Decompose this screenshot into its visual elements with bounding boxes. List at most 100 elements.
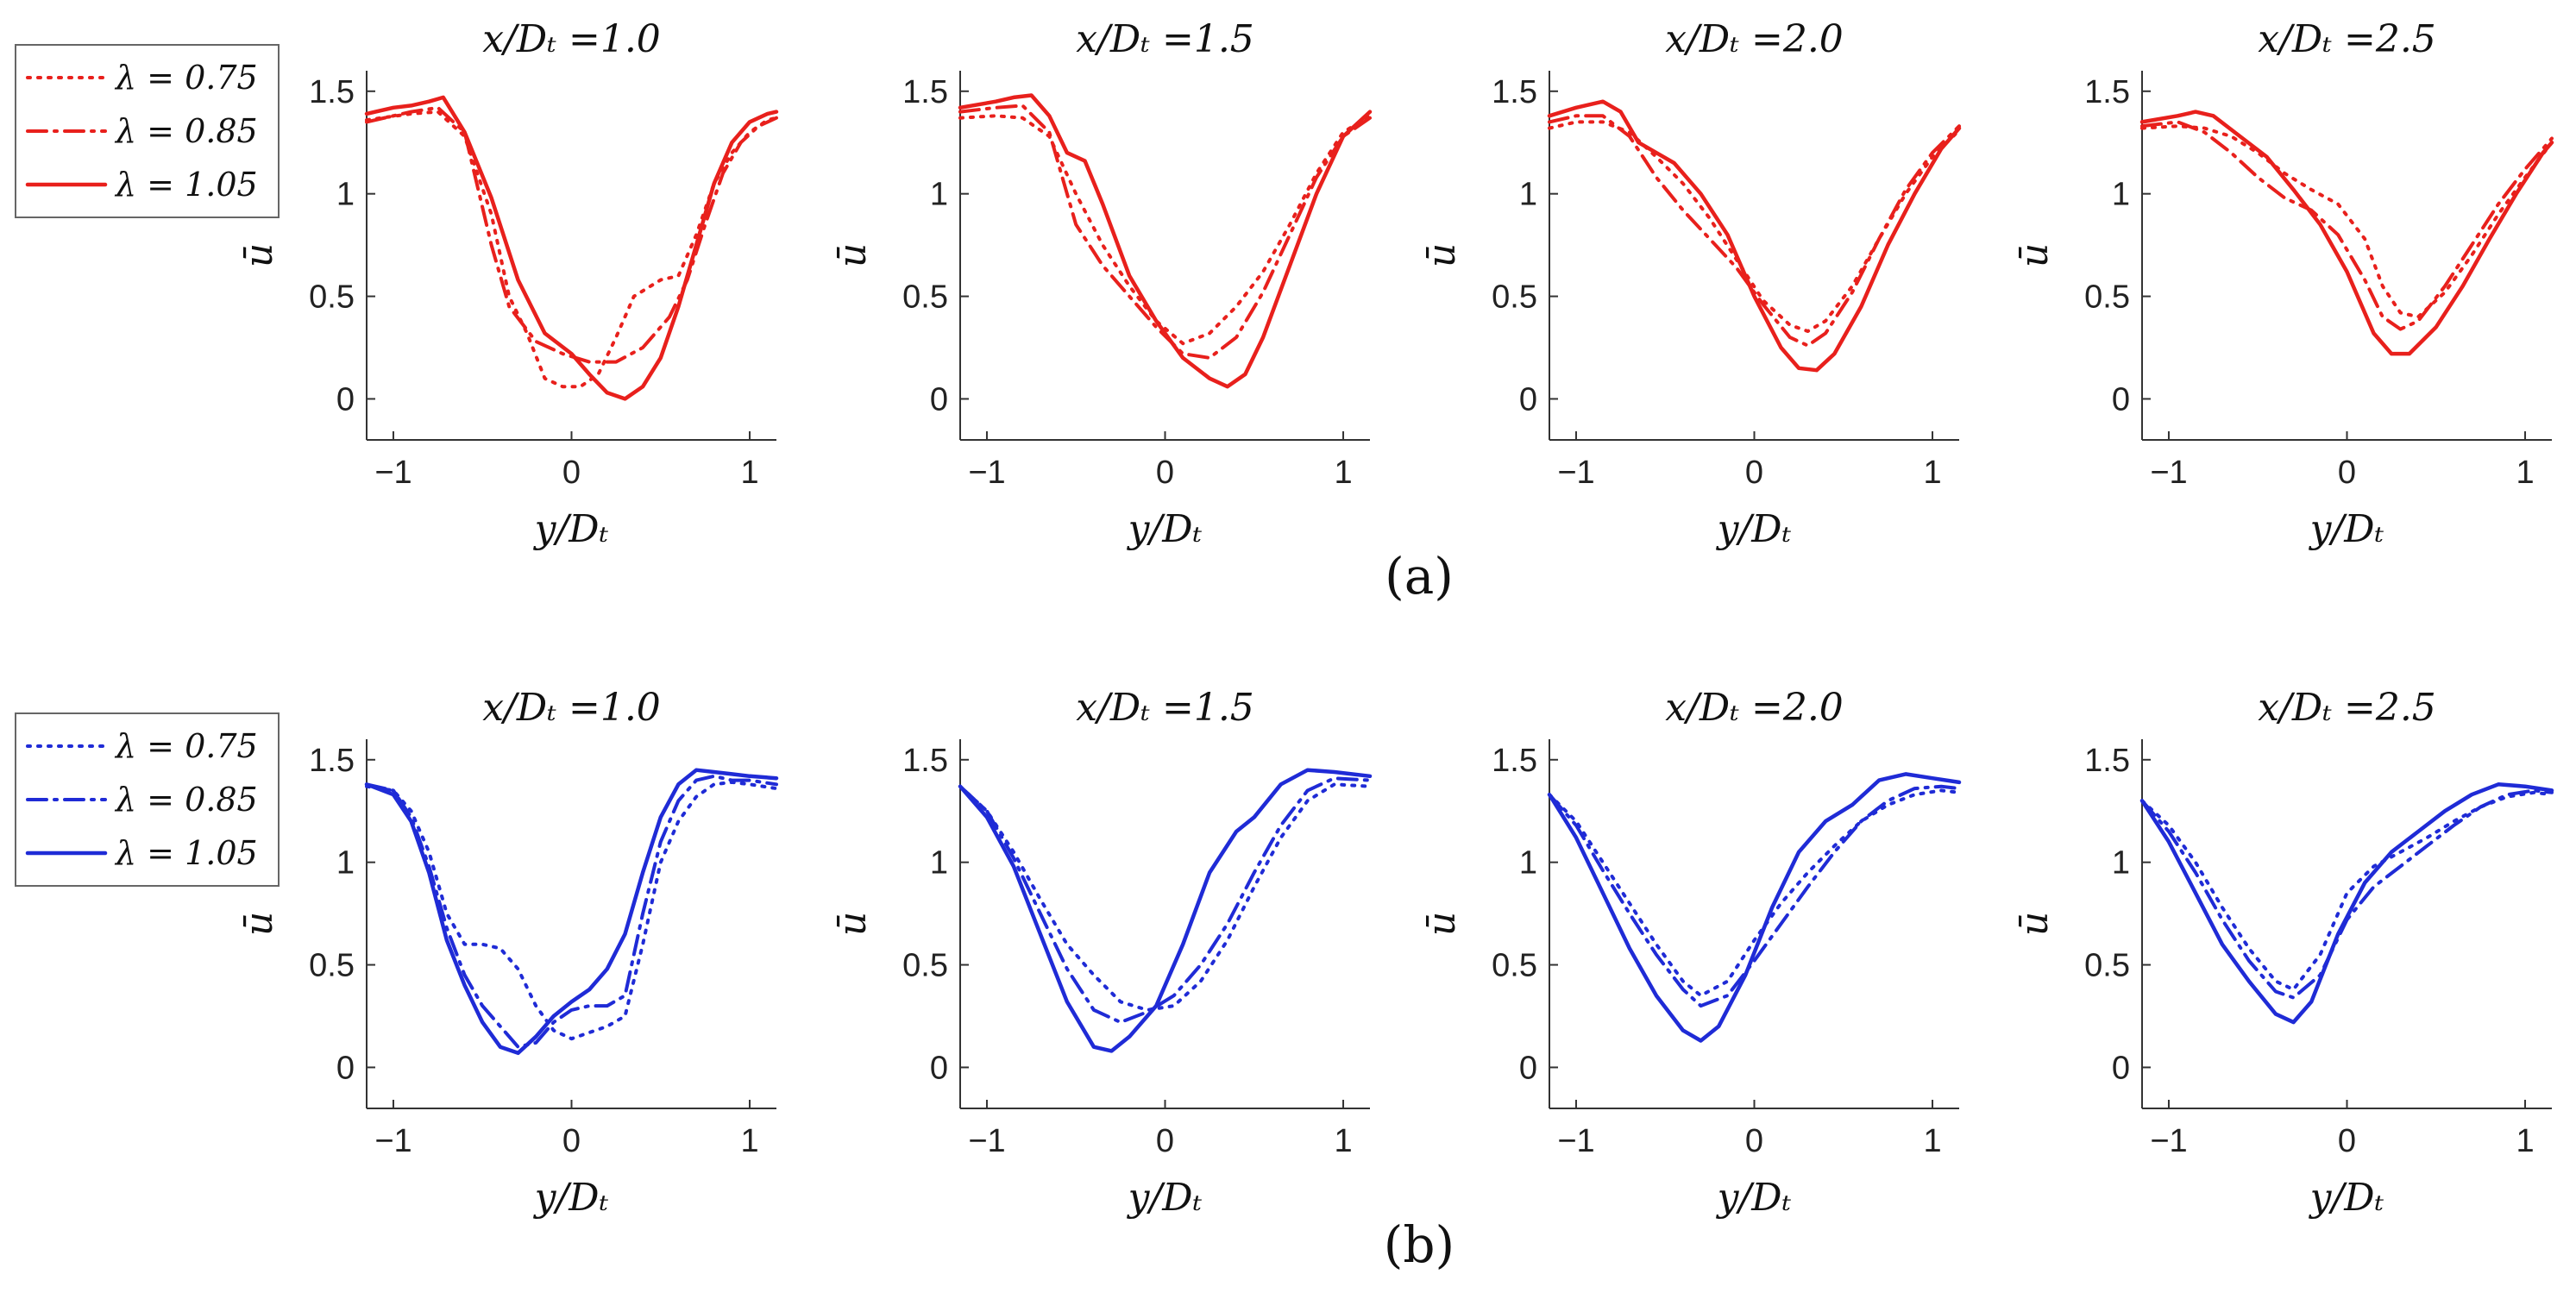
y-tick-label: 1	[930, 845, 948, 882]
series-line-solid	[958, 768, 1373, 1053]
y-tick-label: 0	[2112, 1050, 2130, 1086]
y-axis-label: ū	[831, 243, 875, 267]
chart-b-4: 0 0.5 1 1.5 −1 0 1 x/Dₜ =2.5 y/Dₜ ū	[2013, 686, 2554, 1220]
legend-entry-label: λ = 0.75	[114, 727, 258, 765]
series-line-dashdot	[1548, 784, 1961, 1008]
x-tick-label: −1	[968, 1123, 1005, 1159]
y-tick-label: 0.5	[1492, 948, 1537, 984]
y-tick-label: 0	[930, 1050, 948, 1086]
chart-b-3: 0 0.5 1 1.5 −1 0 1 x/Dₜ =2.0 y/Dₜ ū	[1420, 686, 1962, 1220]
series-line-dashdot	[958, 104, 1372, 360]
y-tick-label: 1.5	[309, 74, 355, 110]
legend-box	[15, 44, 280, 218]
series-line-dotted	[958, 782, 1372, 1012]
legend-box	[15, 712, 280, 887]
x-tick-label: −1	[1557, 1123, 1594, 1159]
series-line-solid	[364, 768, 779, 1056]
y-tick-label: 1.5	[309, 743, 355, 779]
x-tick-label: 1	[1334, 1123, 1352, 1159]
x-tick-label: 1	[2516, 1123, 2534, 1159]
chart-title: x/Dₜ =2.0	[1665, 17, 1844, 61]
y-tick-label: 1.5	[1492, 743, 1537, 779]
x-axis-label: y/Dₜ	[1127, 1176, 1203, 1220]
y-axis-label: ū	[1420, 912, 1464, 936]
y-axis-label: ū	[237, 243, 281, 267]
y-tick-label: 0	[336, 1050, 355, 1086]
x-tick-label: 1	[1334, 455, 1352, 491]
y-tick-label: 0.5	[2084, 948, 2130, 984]
y-tick-label: 1.5	[2084, 743, 2130, 779]
series-line-dotted	[365, 110, 778, 389]
x-tick-label: −1	[1557, 455, 1594, 491]
series-line-dotted	[2140, 790, 2554, 992]
chart-b-2: 0 0.5 1 1.5 −1 0 1 x/Dₜ =1.5 y/Dₜ ū	[831, 686, 1373, 1220]
y-tick-label: 1.5	[902, 74, 948, 110]
x-tick-label: −1	[374, 1123, 412, 1159]
y-tick-label: 0	[336, 381, 355, 417]
x-tick-label: −1	[2150, 455, 2187, 491]
y-tick-label: 1	[930, 177, 948, 213]
y-tick-label: 1.5	[2084, 74, 2130, 110]
x-axis-label: y/Dₜ	[533, 507, 609, 551]
legend-entry-label: λ = 0.85	[114, 781, 258, 819]
chart-a-2: 0 0.5 1 1.5 −1 0 1 x/Dₜ =1.5 y/Dₜ ū	[831, 17, 1373, 551]
x-tick-label: 1	[1923, 1123, 1941, 1159]
y-axis-label: ū	[1420, 243, 1464, 267]
x-tick-label: 0	[1156, 1123, 1174, 1159]
y-tick-label: 0.5	[309, 279, 355, 316]
y-axis-label: ū	[831, 912, 875, 936]
y-tick-label: 1	[336, 177, 355, 213]
series-line-dotted	[2140, 124, 2554, 319]
chart-title: x/Dₜ =1.5	[1076, 17, 1254, 61]
chart-title: x/Dₜ =1.5	[1076, 686, 1254, 730]
y-tick-label: 0	[1519, 1050, 1537, 1086]
y-axis-label: ū	[2013, 912, 2057, 936]
x-tick-label: 0	[562, 1123, 581, 1159]
x-tick-label: −1	[374, 455, 412, 491]
y-tick-label: 1.5	[1492, 74, 1537, 110]
x-tick-label: 0	[1156, 455, 1174, 491]
chart-title: x/Dₜ =1.0	[482, 686, 661, 730]
series-line-dotted	[958, 114, 1372, 346]
x-tick-label: 0	[1745, 455, 1763, 491]
legend: λ = 0.75 λ = 0.85 λ = 1.05	[15, 44, 280, 218]
series-line-dashdot	[958, 776, 1372, 1025]
x-tick-label: 0	[1745, 1123, 1763, 1159]
x-tick-label: 1	[740, 1123, 758, 1159]
series-line-solid	[1547, 99, 1962, 373]
series-line-dotted	[365, 780, 778, 1041]
chart-a-3: 0 0.5 1 1.5 −1 0 1 x/Dₜ =2.0 y/Dₜ ū	[1420, 17, 1962, 551]
series-line-dotted	[1548, 788, 1961, 998]
series-line-solid	[2139, 110, 2554, 356]
series-line-solid	[364, 95, 779, 401]
y-tick-label: 1	[1519, 177, 1537, 213]
x-axis-label: y/Dₜ	[533, 1176, 609, 1220]
y-tick-label: 0.5	[902, 948, 948, 984]
y-tick-label: 0	[1519, 381, 1537, 417]
x-axis-label: y/Dₜ	[1716, 507, 1792, 551]
y-tick-label: 0.5	[1492, 279, 1537, 316]
y-tick-label: 0	[2112, 381, 2130, 417]
x-tick-label: 1	[2516, 455, 2534, 491]
y-tick-label: 1	[2112, 845, 2130, 882]
x-tick-label: −1	[2150, 1123, 2187, 1159]
legend-entry-label: λ = 1.05	[114, 166, 258, 204]
y-axis-label: ū	[2013, 243, 2057, 267]
legend-entry-label: λ = 0.75	[114, 59, 258, 97]
series-line-dashdot	[365, 105, 778, 364]
y-tick-label: 1	[2112, 177, 2130, 213]
x-axis-label: y/Dₜ	[1127, 507, 1203, 551]
series-line-dashdot	[1548, 114, 1961, 348]
chart-a-4: 0 0.5 1 1.5 −1 0 1 x/Dₜ =2.5 y/Dₜ ū	[2013, 17, 2554, 551]
panel-label-a: (a)	[1385, 547, 1454, 606]
series-line-dashdot	[365, 774, 778, 1049]
x-tick-label: 0	[2338, 455, 2356, 491]
x-axis-label: y/Dₜ	[1716, 1176, 1792, 1220]
series-line-solid	[2139, 782, 2554, 1025]
series-line-solid	[1547, 772, 1962, 1043]
legend: λ = 0.75 λ = 0.85 λ = 1.05	[15, 712, 280, 887]
